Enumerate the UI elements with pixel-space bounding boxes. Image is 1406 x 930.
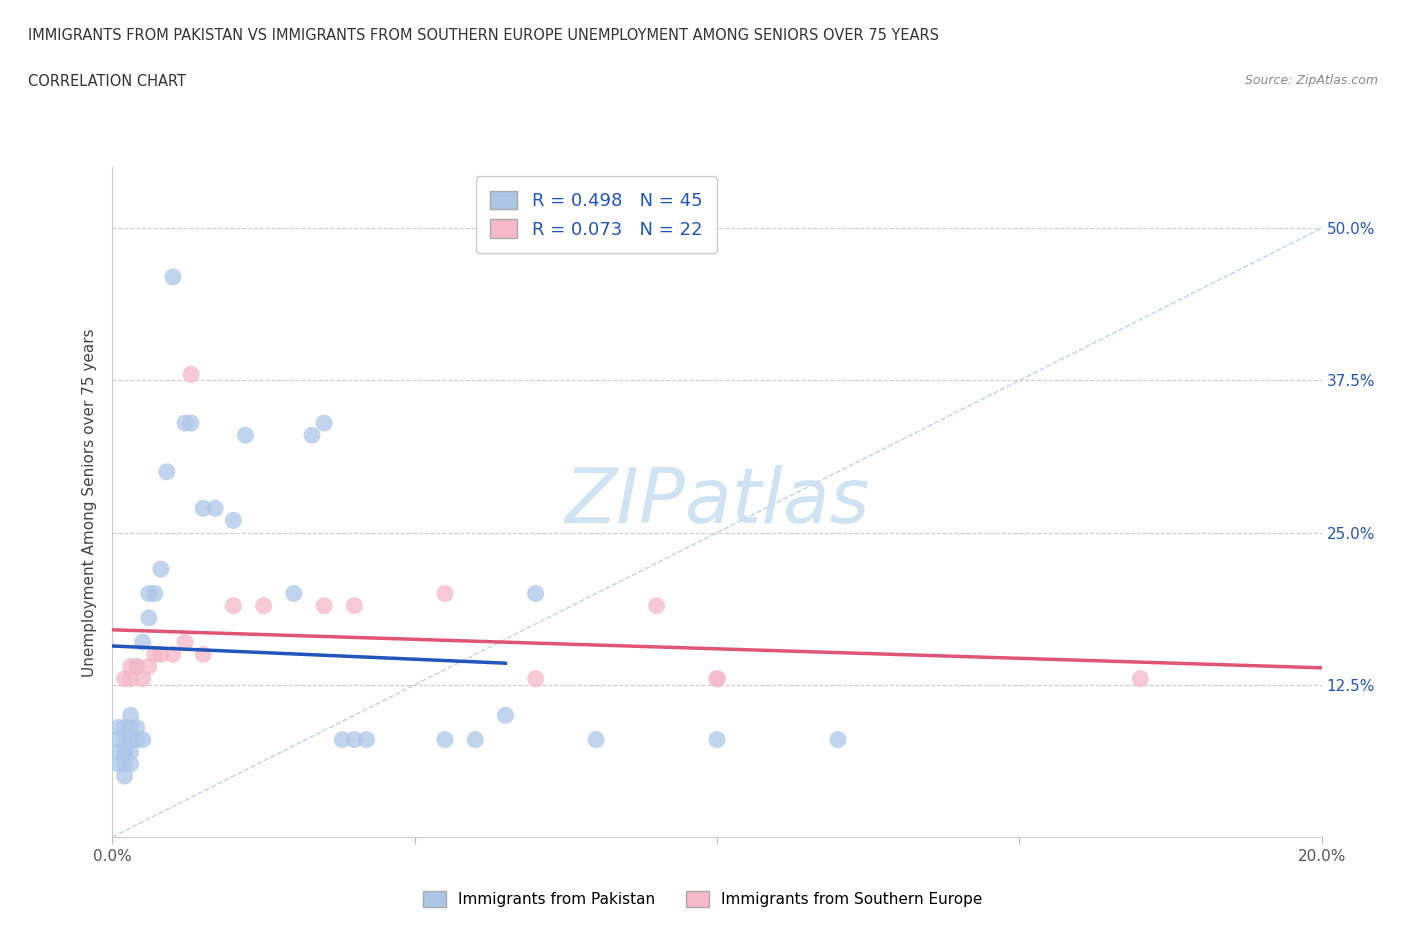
Point <box>125 732 148 747</box>
Point <box>114 756 136 771</box>
Point <box>114 732 136 747</box>
Legend: R = 0.498   N = 45, R = 0.073   N = 22: R = 0.498 N = 45, R = 0.073 N = 22 <box>475 177 717 253</box>
Point <box>191 647 214 662</box>
Point <box>343 732 366 747</box>
Point <box>120 720 142 735</box>
Point <box>125 720 148 735</box>
Point <box>114 720 136 735</box>
Point <box>114 744 136 759</box>
Point <box>138 586 160 601</box>
Point <box>120 744 142 759</box>
Point <box>138 610 160 625</box>
Point <box>222 598 245 613</box>
Point <box>495 708 517 723</box>
Point <box>174 416 197 431</box>
Point <box>120 708 142 723</box>
Point <box>314 598 336 613</box>
Point <box>156 464 179 479</box>
Point <box>114 744 136 759</box>
Point <box>330 732 353 747</box>
Point <box>827 732 849 747</box>
Text: IMMIGRANTS FROM PAKISTAN VS IMMIGRANTS FROM SOUTHERN EUROPE UNEMPLOYMENT AMONG S: IMMIGRANTS FROM PAKISTAN VS IMMIGRANTS F… <box>28 28 939 43</box>
Point <box>706 671 728 686</box>
Point <box>107 744 129 759</box>
Point <box>114 671 136 686</box>
Point <box>464 732 486 747</box>
Point <box>301 428 323 443</box>
Point <box>138 659 160 674</box>
Point <box>132 635 155 650</box>
Point <box>162 270 184 285</box>
Point <box>120 671 142 686</box>
Point <box>120 659 142 674</box>
Point <box>120 756 142 771</box>
Point <box>204 501 226 516</box>
Point <box>149 562 172 577</box>
Point <box>143 586 166 601</box>
Legend: Immigrants from Pakistan, Immigrants from Southern Europe: Immigrants from Pakistan, Immigrants fro… <box>418 884 988 913</box>
Point <box>706 732 728 747</box>
Point <box>1129 671 1152 686</box>
Point <box>191 501 214 516</box>
Point <box>180 367 202 382</box>
Point <box>235 428 257 443</box>
Point <box>253 598 276 613</box>
Point <box>222 513 245 528</box>
Point <box>132 732 155 747</box>
Point <box>125 659 148 674</box>
Point <box>107 756 129 771</box>
Point <box>114 769 136 784</box>
Point <box>125 659 148 674</box>
Text: CORRELATION CHART: CORRELATION CHART <box>28 74 186 89</box>
Text: ZIPatlas: ZIPatlas <box>564 465 870 539</box>
Point <box>343 598 366 613</box>
Point <box>143 647 166 662</box>
Point <box>107 732 129 747</box>
Point <box>524 586 547 601</box>
Point <box>180 416 202 431</box>
Point <box>356 732 378 747</box>
Point <box>524 671 547 686</box>
Point <box>433 586 456 601</box>
Point <box>107 720 129 735</box>
Y-axis label: Unemployment Among Seniors over 75 years: Unemployment Among Seniors over 75 years <box>82 328 97 676</box>
Point <box>174 635 197 650</box>
Point <box>433 732 456 747</box>
Point <box>314 416 336 431</box>
Point <box>585 732 607 747</box>
Point <box>120 732 142 747</box>
Text: Source: ZipAtlas.com: Source: ZipAtlas.com <box>1244 74 1378 87</box>
Point <box>283 586 305 601</box>
Point <box>162 647 184 662</box>
Point <box>645 598 668 613</box>
Point <box>132 671 155 686</box>
Point <box>149 647 172 662</box>
Point <box>706 671 728 686</box>
